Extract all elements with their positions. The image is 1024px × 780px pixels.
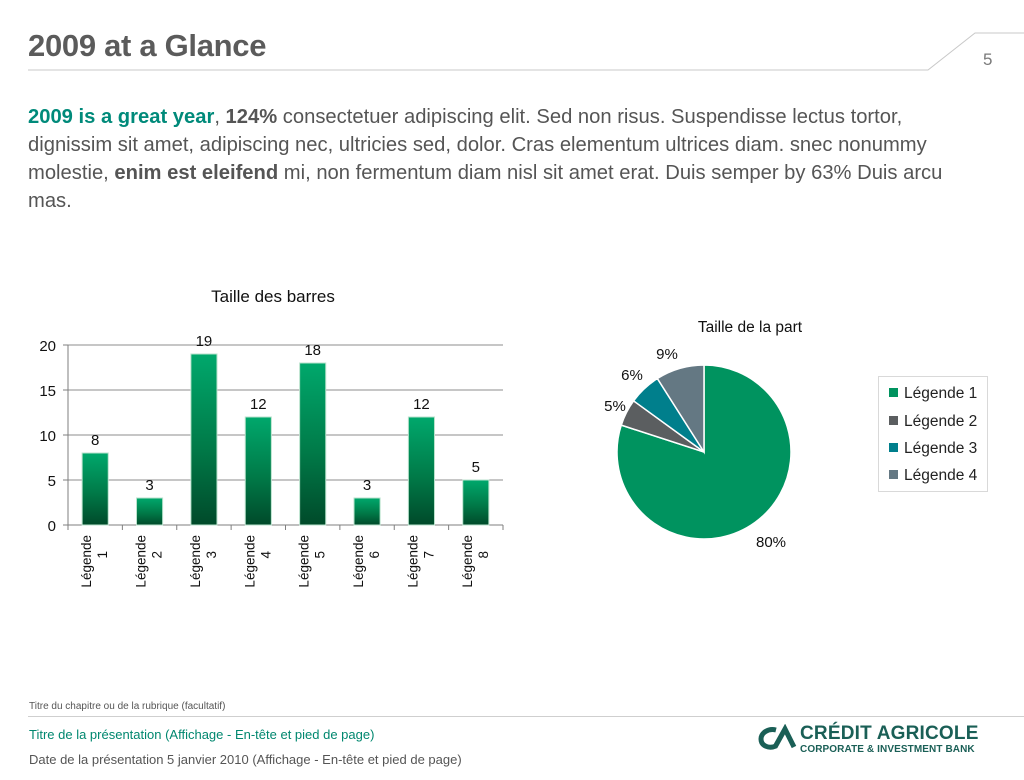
pie-value-label: 6% xyxy=(621,367,643,384)
x-category-label: Légende8 xyxy=(460,535,491,588)
x-category-label: Légende6 xyxy=(351,535,382,588)
legend-swatch-3 xyxy=(889,443,898,452)
legend-swatch-2 xyxy=(889,416,898,425)
intro-highlight: 2009 is a great year xyxy=(28,106,215,128)
chapter-title: Titre du chapitre ou de la rubrique (fac… xyxy=(29,701,226,712)
bar-chart-title: Taille des barres xyxy=(211,287,335,306)
y-tick-label: 0 xyxy=(48,518,56,535)
legend-item-2: Légende 2 xyxy=(889,412,977,432)
pie-slice-3 xyxy=(632,377,705,453)
bar-2 xyxy=(136,497,164,526)
bar-value-label: 3 xyxy=(363,477,371,494)
bar-value-label: 5 xyxy=(472,459,480,476)
pie-slice-4 xyxy=(656,364,705,455)
bar-6 xyxy=(353,497,381,526)
legend-item-3: Légende 3 xyxy=(889,439,977,459)
header-divider xyxy=(28,32,1024,71)
presentation-title: Titre de la présentation (Affichage - En… xyxy=(29,727,375,742)
bar-value-label: 12 xyxy=(413,396,430,413)
y-tick-label: 10 xyxy=(39,428,56,445)
bar-7 xyxy=(407,416,435,526)
intro-text-part-2: mi, non fermentum diam nisl sit amet era… xyxy=(28,162,943,212)
x-category-label: Légende7 xyxy=(405,535,436,588)
credit-agricole-emblem-icon xyxy=(758,724,797,750)
legend-label-1: Légende 1 xyxy=(904,385,978,402)
pie-slice-1 xyxy=(616,364,792,540)
bar-value-label: 19 xyxy=(196,333,213,350)
bar-value-label: 12 xyxy=(250,396,267,413)
pie-value-label: 80% xyxy=(756,534,786,551)
bar-4 xyxy=(244,416,272,526)
intro-separator: , xyxy=(214,106,226,128)
pie-slice-2 xyxy=(620,399,705,453)
credit-agricole-logo: CRÉDIT AGRICOLE CORPORATE & INVESTMENT B… xyxy=(758,722,998,756)
y-tick-label: 15 xyxy=(39,383,56,400)
x-category-label: Légende4 xyxy=(242,535,273,588)
legend-label-3: Légende 3 xyxy=(904,440,978,457)
pie-legend: Légende 1 Légende 2 Légende 3 Légende 4 xyxy=(878,376,988,492)
legend-swatch-1 xyxy=(889,388,898,397)
footer-divider xyxy=(28,716,1024,717)
x-category-label: Légende5 xyxy=(297,535,328,588)
page-number: 5 xyxy=(983,50,993,69)
intro-paragraph: 2009 is a great year, 124% consectetuer … xyxy=(28,103,988,215)
legend-label-4: Légende 4 xyxy=(904,467,978,484)
x-category-label: Légende3 xyxy=(188,535,219,588)
legend-label-2: Légende 2 xyxy=(904,413,978,430)
intro-percent: 124% xyxy=(225,106,278,128)
pie-chart-title: Taille de la part xyxy=(698,319,803,336)
bar-value-label: 3 xyxy=(145,477,153,494)
pie-value-label: 9% xyxy=(656,346,678,363)
y-tick-label: 20 xyxy=(39,338,56,355)
bar-8 xyxy=(462,479,490,526)
y-tick-label: 5 xyxy=(48,473,56,490)
pie-value-label: 5% xyxy=(604,398,626,415)
bar-3 xyxy=(190,353,218,526)
logo-name: CRÉDIT AGRICOLE xyxy=(800,723,979,744)
slide-title: 2009 at a Glance xyxy=(28,28,267,63)
bar-value-label: 18 xyxy=(304,342,321,359)
x-category-label: Légende2 xyxy=(134,535,165,588)
x-category-label: Légende1 xyxy=(79,535,110,588)
bar-5 xyxy=(299,362,327,526)
presentation-date: Date de la présentation 5 janvier 2010 (… xyxy=(29,752,462,767)
legend-item-1: Légende 1 xyxy=(889,384,977,404)
bar-value-label: 8 xyxy=(91,432,99,449)
logo-subtitle: CORPORATE & INVESTMENT BANK xyxy=(800,744,975,755)
legend-item-4: Légende 4 xyxy=(889,466,977,486)
bar-1 xyxy=(81,452,109,526)
intro-text-part-1: consectetuer adipiscing elit. Sed non ri… xyxy=(28,106,927,184)
legend-swatch-4 xyxy=(889,470,898,479)
intro-bold-phrase: enim est eleifend xyxy=(114,162,279,184)
